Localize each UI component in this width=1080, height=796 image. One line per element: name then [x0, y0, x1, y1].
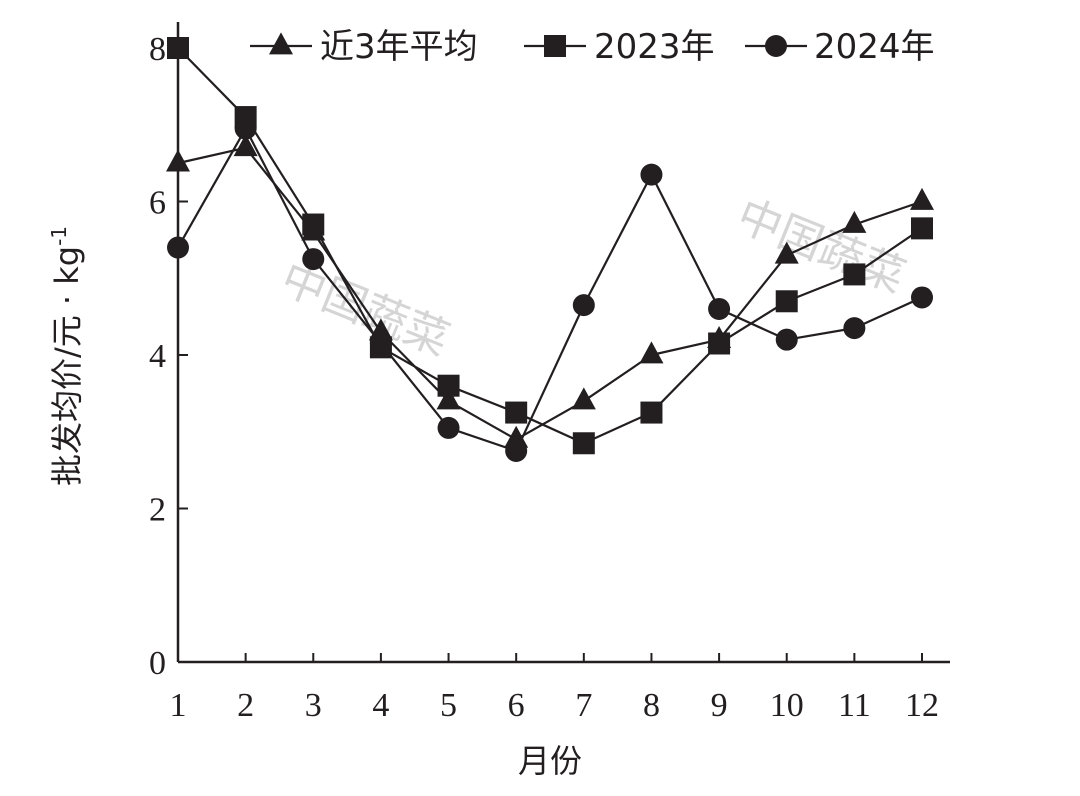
series-3-point: [302, 248, 325, 271]
series-3-point: [369, 332, 392, 355]
series-1-point: [842, 210, 867, 233]
x-axis-title: 月份: [518, 742, 582, 780]
series-1-point: [571, 387, 596, 410]
series-3-point: [911, 286, 933, 309]
x-tick-label: 10: [770, 687, 804, 724]
x-tick-label: 12: [905, 687, 939, 724]
series-1-point: [436, 387, 461, 410]
series-3-point: [167, 236, 189, 259]
y-tick-label: 4: [149, 338, 166, 375]
series-1-point: [233, 134, 258, 157]
series-line-3: [177, 127, 923, 453]
series-2-point: [167, 37, 189, 59]
y-tick-label: 2: [149, 492, 166, 529]
legend-label-1: 近3年平均: [320, 27, 478, 67]
series-2-point: [775, 290, 798, 313]
series-1-point: [910, 187, 934, 210]
x-tick-label: 8: [643, 687, 660, 724]
series-3-point: [843, 317, 866, 340]
series-2-point: [505, 401, 528, 424]
y-tick-label: 8: [149, 31, 166, 68]
series-1-point: [166, 149, 190, 172]
series-3-point: [775, 328, 798, 351]
series-3-point: [640, 163, 663, 186]
x-tick-label: 1: [170, 687, 187, 724]
series-line-2: [177, 47, 923, 445]
y-tick-label: 6: [149, 185, 166, 222]
x-tick-label: 3: [305, 687, 322, 724]
series-lines: [177, 47, 923, 453]
x-tick-label: 6: [508, 687, 525, 724]
y-tick-label: 0: [149, 645, 166, 682]
legend-label-2: 2023年: [594, 27, 715, 67]
series-3-point: [572, 294, 595, 317]
series-2-point: [302, 213, 325, 236]
series-2-point: [572, 432, 595, 455]
series-3-point: [437, 416, 460, 439]
series-2-point: [640, 401, 663, 424]
x-tick-label: 5: [440, 687, 457, 724]
series-2-point: [437, 374, 460, 397]
series-2-point: [911, 217, 933, 240]
x-tick-label: 7: [575, 687, 592, 724]
x-tick-label: 4: [372, 687, 389, 724]
series-markers: [166, 37, 934, 462]
y-axis-title: 批发均价/元 · kg-1: [47, 226, 86, 486]
x-tick-label: 2: [237, 687, 254, 724]
legend-marker-2: [544, 35, 566, 57]
x-tick-label: 11: [838, 687, 871, 724]
legend-label-3: 2024年: [814, 27, 935, 67]
series-3-point: [505, 439, 528, 462]
legend: 近3年平均 2023年 2024年: [250, 27, 935, 67]
series-2-point: [708, 332, 731, 355]
series-3-point: [708, 297, 731, 320]
x-tick-label: 9: [711, 687, 728, 724]
series-1-point: [639, 341, 664, 364]
watermark-right: 中国蔬菜: [730, 190, 912, 303]
series-2-point: [843, 263, 866, 286]
series-line-1: [177, 146, 923, 441]
series-1-point: [774, 241, 799, 264]
y-axis-title-superscript: -1: [47, 226, 71, 246]
legend-marker-1: [269, 32, 293, 55]
legend-marker-3: [765, 35, 787, 57]
y-axis-title-main: 批发均价/元 · kg: [48, 246, 86, 486]
series-3-point: [234, 117, 257, 140]
